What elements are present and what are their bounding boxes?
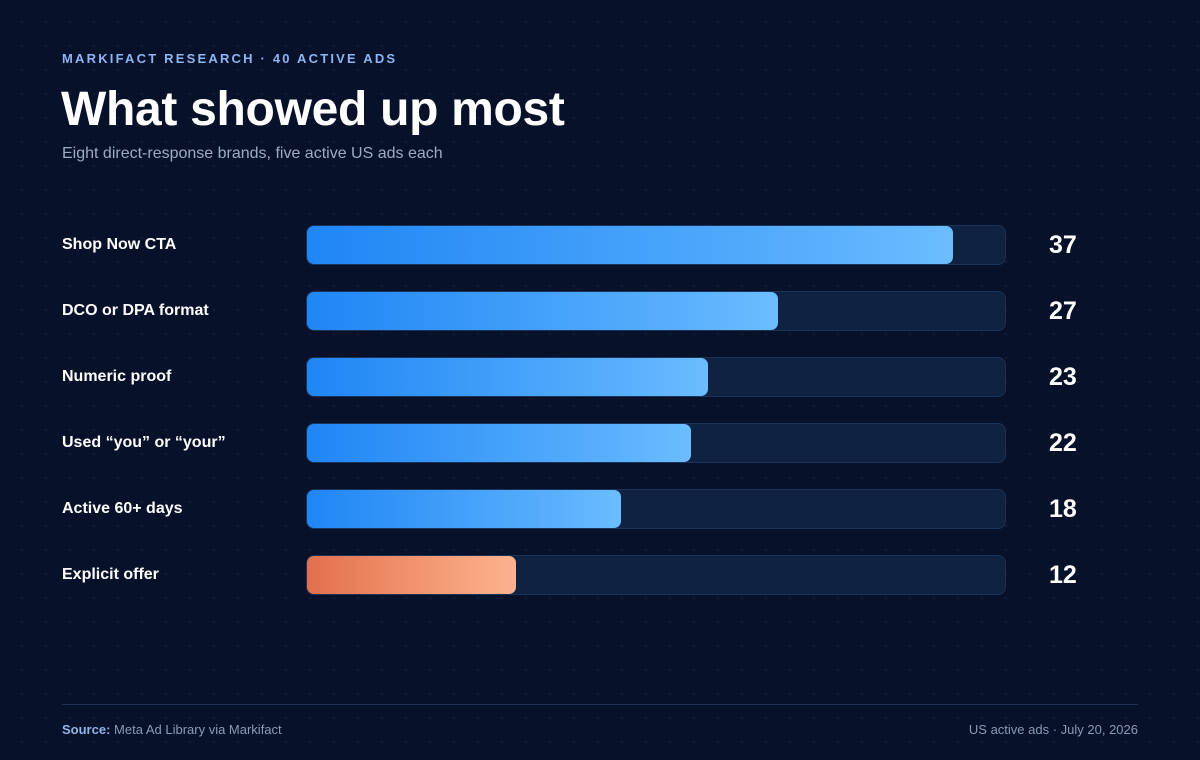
value-label: 18 (1049, 495, 1077, 523)
bar-row: Numeric proof 23 (0, 356, 1200, 398)
bar-track (306, 357, 1006, 397)
bar (307, 292, 778, 330)
bar-row: Explicit offer 12 (0, 554, 1200, 596)
bar-track (306, 489, 1006, 529)
bar-row: Shop Now CTA 37 (0, 224, 1200, 266)
category-label: Active 60+ days (62, 500, 183, 517)
bar (307, 424, 691, 462)
category-label: DCO or DPA format (62, 302, 209, 319)
bar (307, 358, 708, 396)
category-label: Explicit offer (62, 566, 159, 583)
bar-track (306, 555, 1006, 595)
bar (307, 490, 621, 528)
source-label: Source: (62, 722, 111, 737)
bar-row: Active 60+ days 18 (0, 488, 1200, 530)
bar-track (306, 291, 1006, 331)
footer-divider (62, 704, 1138, 705)
bar-row: DCO or DPA format 27 (0, 290, 1200, 332)
category-label: Shop Now CTA (62, 236, 177, 253)
bar-row: Used “you” or “your” 22 (0, 422, 1200, 464)
category-label: Used “you” or “your” (62, 434, 226, 451)
source-text: Meta Ad Library via Markifact (114, 722, 282, 737)
eyebrow-label: MARKIFACT RESEARCH · 40 ACTIVE ADS (62, 51, 398, 66)
chart-title: What showed up most (61, 83, 565, 136)
value-label: 27 (1049, 297, 1077, 325)
value-label: 12 (1049, 561, 1077, 589)
value-label: 37 (1049, 231, 1077, 259)
footer-meta: US active ads · July 20, 2026 (968, 722, 1138, 737)
bar (307, 556, 516, 594)
bar-track (306, 225, 1006, 265)
value-label: 23 (1049, 363, 1077, 391)
bar-track (306, 423, 1006, 463)
category-label: Numeric proof (62, 368, 172, 385)
footer-source: Source: Meta Ad Library via Markifact (62, 722, 282, 737)
value-label: 22 (1049, 429, 1077, 457)
chart-subtitle: Eight direct-response brands, five activ… (62, 145, 443, 162)
bar-chart: Shop Now CTA 37 DCO or DPA format 27 Numeric… (0, 224, 1200, 596)
bar (307, 226, 953, 264)
